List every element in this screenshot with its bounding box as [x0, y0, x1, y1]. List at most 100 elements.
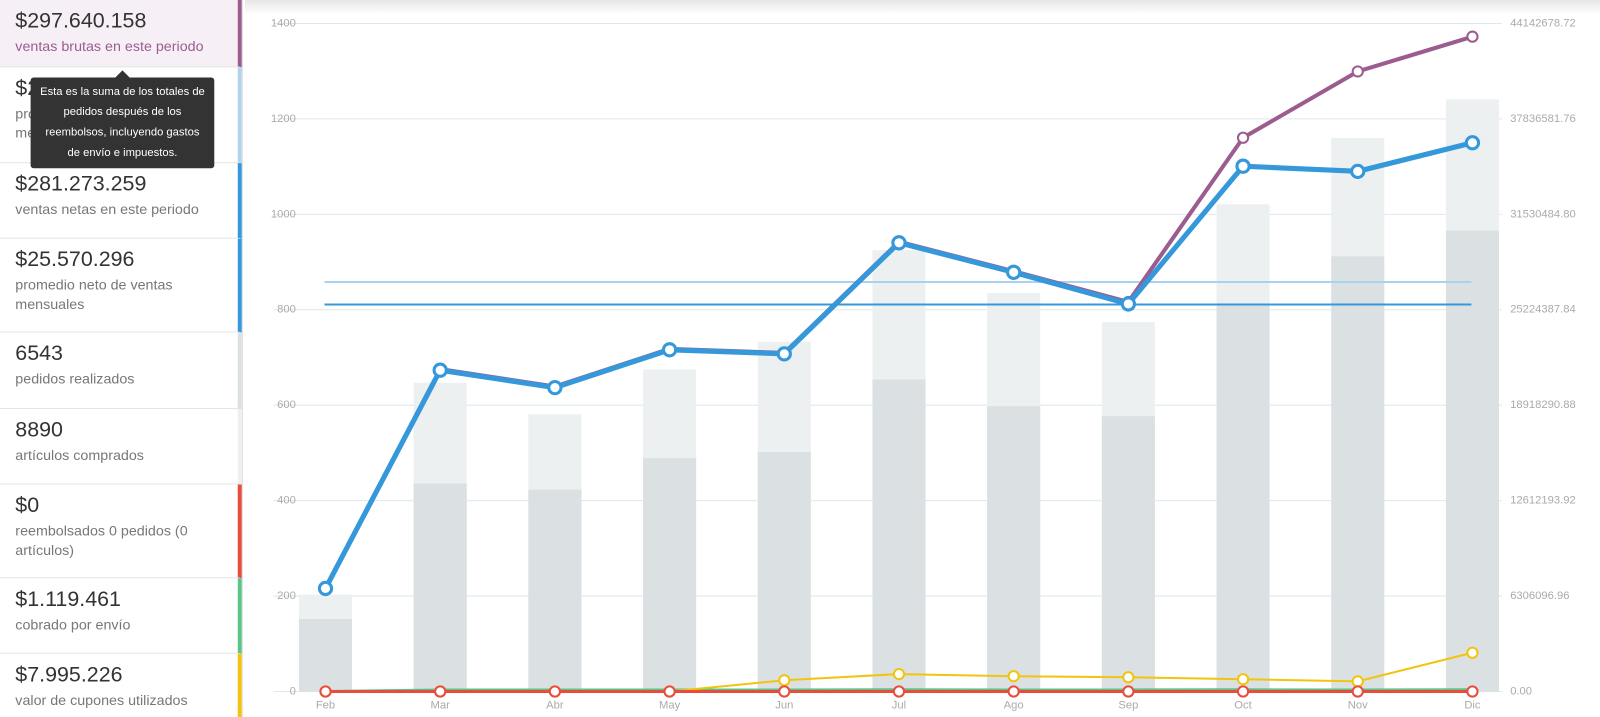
point	[1466, 646, 1479, 659]
x-tick-label: Mar	[431, 700, 451, 712]
point	[892, 685, 906, 698]
summary-label: ventas brutas en este periodo	[15, 37, 204, 55]
point	[1122, 685, 1135, 698]
point	[1236, 131, 1250, 144]
y2-tick-label: 44142678.72	[1510, 17, 1576, 29]
bar	[757, 451, 811, 692]
summary-item[interactable]: $0 reembolsados 0 pedidos (0 artículos)	[0, 484, 242, 579]
y-tick-label: 0	[290, 685, 296, 697]
summary-label: reembolsados 0 pedidos (0	[15, 522, 188, 539]
bar	[1101, 416, 1155, 692]
x-tick-label: Oct	[1234, 700, 1252, 712]
summary-label: me	[15, 124, 36, 141]
summary-item[interactable]: $297.640.158 ventas brutas en este period…	[0, 0, 242, 68]
summary-label: valor de cupones utilizados	[15, 691, 188, 708]
point	[1120, 296, 1137, 312]
summary-item[interactable]: $1.119.461 cobrado por envío	[0, 578, 242, 654]
summary-value: $25.570.296	[15, 247, 135, 272]
y2-tick-label: 0.00	[1510, 685, 1532, 697]
summary-label: ventas netas en este periodo	[15, 200, 199, 218]
point	[661, 342, 678, 358]
x-tick-label: Dic	[1464, 700, 1481, 712]
tooltip-line: Esta es la suma de los totales de	[40, 85, 205, 98]
bar	[528, 489, 582, 692]
x-tick-label: May	[659, 700, 681, 712]
x-tick-label: Nov	[1348, 700, 1368, 712]
bar	[298, 618, 353, 692]
point	[1351, 65, 1364, 78]
y2-tick-label: 31530484.80	[1510, 208, 1576, 220]
summary-label: cobrado por envío	[15, 616, 131, 633]
point	[1350, 163, 1366, 180]
x-tick-label: Feb	[316, 700, 335, 712]
point	[1236, 685, 1250, 698]
y-tick-label: 1200	[271, 113, 296, 125]
y-tick-label: 1000	[271, 208, 296, 220]
summary-item[interactable]: 8890 artículos comprados	[0, 408, 242, 485]
bar	[643, 458, 697, 692]
y2-tick-label: 37836581.76	[1510, 113, 1576, 125]
point	[1466, 685, 1479, 698]
y-tick-label: 200	[277, 590, 296, 602]
tooltip-line: reembolsos, incluyendo gastos	[45, 126, 200, 139]
point	[1235, 158, 1251, 174]
summary-value: $7.995.226	[15, 662, 123, 687]
y-tick-label: 600	[277, 399, 296, 411]
bar	[1445, 230, 1499, 692]
x-tick-label: Jun	[775, 700, 793, 712]
y2-tick-label: 18918290.88	[1510, 399, 1576, 411]
point	[1466, 30, 1479, 43]
point	[1464, 135, 1481, 151]
y-tick-label: 1400	[271, 17, 296, 29]
y-tick-label: 800	[277, 304, 296, 316]
summary-sidebar: $297.640.158 ventas brutas en este period…	[0, 0, 243, 717]
y2-tick-label: 25224387.84	[1510, 304, 1576, 316]
point	[778, 674, 791, 687]
summary-item[interactable]: 6543 pedidos realizados	[0, 332, 242, 409]
y-tick-label: 400	[277, 495, 296, 507]
x-tick-label: Ago	[1004, 700, 1024, 712]
point	[1007, 670, 1020, 683]
bar	[987, 406, 1041, 692]
x-tick-label: Abr	[546, 700, 564, 712]
point	[776, 346, 792, 362]
x-tick-label: Jul	[892, 700, 906, 712]
summary-value: $1.119.461	[15, 587, 121, 611]
point	[1006, 264, 1022, 280]
summary-value: 8890	[15, 418, 63, 442]
summary-label: artículos)	[15, 541, 75, 558]
bar	[1331, 256, 1385, 692]
bar	[413, 483, 467, 692]
point	[778, 685, 791, 698]
summary-item[interactable]: $281.273.259 ventas netas en este periodo	[0, 163, 242, 239]
x-tick-label: Sep	[1118, 700, 1138, 712]
point	[1351, 685, 1364, 698]
bar	[872, 379, 926, 692]
summary-value: 6543	[15, 341, 63, 366]
summary-label: artículos comprados	[15, 446, 144, 464]
point	[1351, 675, 1364, 688]
tooltip-line: de envío e impuestos.	[67, 146, 178, 160]
chart: 0 200 400 600 800 1000 1200 1400 0.00 6306096.96 1…	[271, 17, 1576, 712]
summary-item[interactable]: $7.995.226 valor de cupones utilizados	[0, 653, 242, 717]
y2-tick-label: 6306096.96	[1510, 590, 1569, 602]
point	[1236, 673, 1250, 686]
summary-label: promedio neto de ventas	[15, 276, 173, 293]
summary-item[interactable]: $25.570.296 promedio neto de ventas mensua…	[0, 238, 242, 333]
point	[319, 685, 332, 698]
point	[1122, 671, 1135, 684]
point	[434, 685, 447, 698]
y2-tick-label: 12612193.92	[1510, 495, 1576, 507]
point	[891, 235, 907, 251]
summary-label: mensuales	[15, 295, 85, 313]
tooltip: Esta es la suma de los totales de pedidos…	[30, 70, 215, 169]
point	[547, 379, 563, 396]
summary-value: $0	[15, 493, 40, 518]
summary-value: $281.273.259	[15, 172, 147, 196]
point	[1007, 685, 1020, 698]
top-shadow	[244, 0, 1600, 15]
point	[663, 685, 676, 698]
bar	[1216, 304, 1270, 692]
